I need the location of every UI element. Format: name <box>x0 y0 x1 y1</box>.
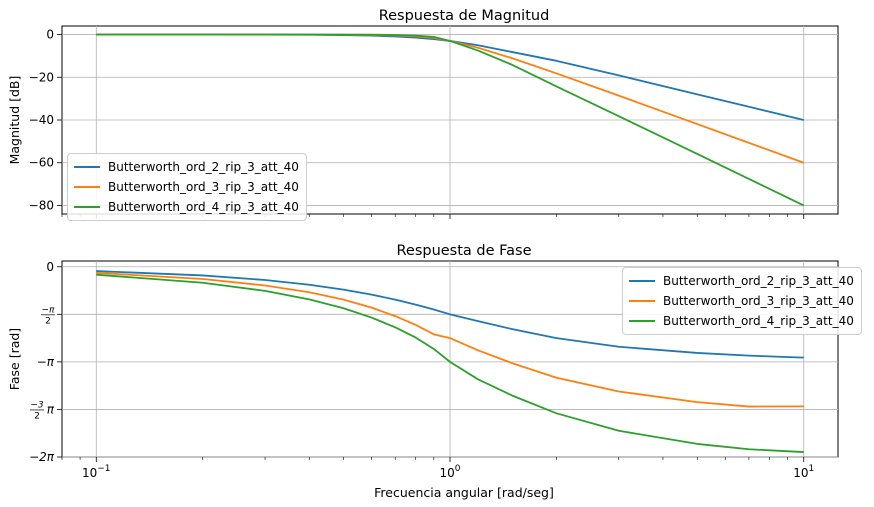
legend-entry: Butterworth_ord_3_rip_3_att_40 <box>74 177 299 197</box>
legend-swatch-ord4 <box>74 206 100 208</box>
legend-entry: Butterworth_ord_4_rip_3_att_40 <box>629 311 854 331</box>
magnitude-title: Respuesta de Magnitud <box>379 8 550 24</box>
phase-xticks: 10−1 100 101 <box>61 457 814 480</box>
magnitude-ylabel: Magnitud [dB] <box>7 76 22 165</box>
legend-swatch-ord3 <box>629 300 655 302</box>
y-tick-label: −32 π <box>30 400 55 421</box>
magnitude-yticks: 0 −20 −40 −60 −80 <box>29 28 62 212</box>
x-tick-label: 101 <box>793 464 814 480</box>
y-tick-label: −π2 <box>41 305 55 326</box>
y-tick-label: 0 <box>46 28 54 42</box>
legend-swatch-ord4 <box>629 320 655 322</box>
legend-swatch-ord3 <box>74 186 100 188</box>
phase-series <box>96 270 804 453</box>
legend-label: Butterworth_ord_4_rip_3_att_40 <box>108 200 299 214</box>
phase-legend: Butterworth_ord_2_rip_3_att_40 Butterwor… <box>622 267 862 335</box>
legend-label: Butterworth_ord_4_rip_3_att_40 <box>663 314 854 328</box>
y-tick-label: −60 <box>29 156 54 170</box>
series-line-3 <box>96 271 804 408</box>
svg-text:−3: −3 <box>30 400 44 410</box>
phase-ylabel: Fase [rad] <box>7 328 22 390</box>
y-tick-label: 0 <box>46 260 54 274</box>
legend-label: Butterworth_ord_2_rip_3_att_40 <box>108 160 299 174</box>
legend-swatch-ord2 <box>74 166 100 168</box>
magnitude-series <box>96 33 805 207</box>
phase-title: Respuesta de Fase <box>396 243 531 259</box>
y-tick-label: −π <box>37 355 55 369</box>
svg-text:2: 2 <box>34 411 40 421</box>
phase-yticks: 0−π2−π−32 π−2π <box>29 260 62 464</box>
y-tick-label: −80 <box>29 198 54 212</box>
legend-entry: Butterworth_ord_4_rip_3_att_40 <box>74 197 299 217</box>
legend-label: Butterworth_ord_3_rip_3_att_40 <box>108 180 299 194</box>
series-line-4 <box>96 33 805 207</box>
y-tick-label: −40 <box>29 113 54 127</box>
series-line-2 <box>96 270 804 359</box>
legend-swatch-ord2 <box>629 280 655 282</box>
svg-text:−π: −π <box>42 305 56 315</box>
legend-entry: Butterworth_ord_3_rip_3_att_40 <box>629 291 854 311</box>
x-tick-label: 10−1 <box>82 464 111 480</box>
svg-text:2: 2 <box>45 316 51 326</box>
legend-entry: Butterworth_ord_2_rip_3_att_40 <box>74 157 299 177</box>
x-tick-label: 100 <box>439 464 460 480</box>
y-tick-label: −20 <box>29 70 54 84</box>
y-tick-label: −2π <box>29 450 55 464</box>
legend-label: Butterworth_ord_3_rip_3_att_40 <box>663 294 854 308</box>
svg-text:π: π <box>47 402 55 416</box>
series-line-4 <box>96 273 804 453</box>
magnitude-legend: Butterworth_ord_2_rip_3_att_40 Butterwor… <box>67 153 307 221</box>
legend-entry: Butterworth_ord_2_rip_3_att_40 <box>629 271 854 291</box>
legend-label: Butterworth_ord_2_rip_3_att_40 <box>663 274 854 288</box>
phase-xlabel: Frecuencia angular [rad/seg] <box>374 485 554 500</box>
